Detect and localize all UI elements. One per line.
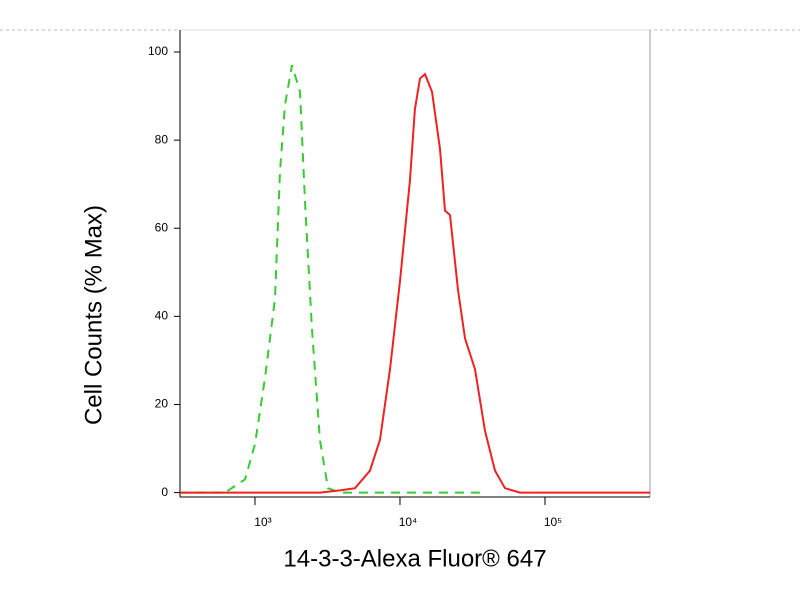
x-tick-label: 10⁴ bbox=[399, 515, 418, 529]
y-tick-label: 80 bbox=[155, 132, 169, 146]
y-tick-label: 40 bbox=[155, 309, 169, 323]
x-tick-label: 10⁵ bbox=[544, 515, 562, 529]
y-tick-label: 20 bbox=[155, 397, 169, 411]
y-tick-label: 60 bbox=[155, 220, 169, 234]
y-tick-label: 0 bbox=[161, 485, 168, 499]
y-axis-label: Cell Counts (% Max) bbox=[80, 205, 107, 425]
histogram-line bbox=[180, 64, 480, 494]
x-tick-label: 10³ bbox=[254, 515, 271, 529]
y-tick-label: 100 bbox=[148, 44, 168, 58]
histogram-line bbox=[180, 72, 650, 494]
x-axis-label: 14-3-3-Alexa Fluor® 647 bbox=[283, 545, 546, 572]
